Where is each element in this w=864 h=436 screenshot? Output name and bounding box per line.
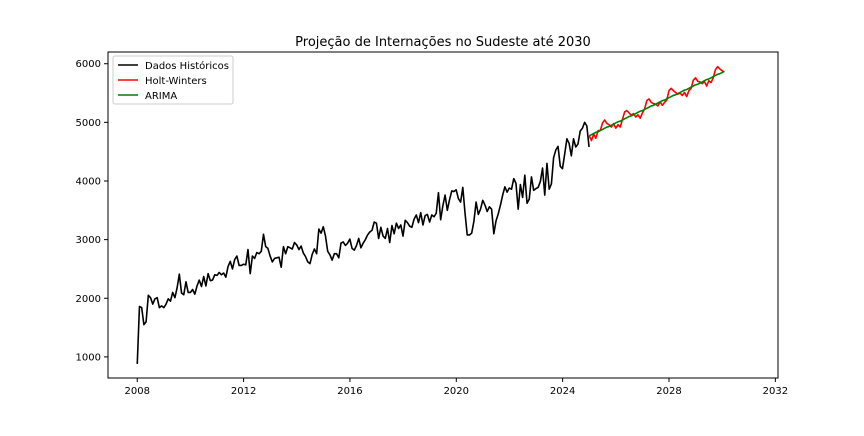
plot-area bbox=[107, 51, 779, 379]
x-tick-label: 2032 bbox=[763, 386, 788, 397]
legend-label-arima: ARIMA bbox=[145, 91, 177, 102]
y-tick-label: 2000 bbox=[76, 294, 101, 305]
legend-box bbox=[112, 55, 234, 105]
x-tick-label: 2012 bbox=[231, 386, 256, 397]
arima-line bbox=[588, 70, 725, 137]
x-tick-label: 2020 bbox=[444, 386, 469, 397]
legend: Dados Históricos Holt-Winters ARIMA bbox=[112, 55, 234, 105]
x-tick-label: 2028 bbox=[656, 386, 681, 397]
x-tick-label: 2016 bbox=[337, 386, 362, 397]
y-tick-label: 1000 bbox=[76, 352, 101, 363]
y-tick-label: 6000 bbox=[76, 59, 101, 70]
x-axis: 2008 2012 2016 2020 2024 2028 2032 bbox=[125, 378, 788, 397]
y-tick-label: 5000 bbox=[76, 118, 101, 129]
x-tick-label: 2008 bbox=[125, 386, 150, 397]
y-axis: 1000 2000 3000 4000 5000 6000 bbox=[76, 59, 108, 363]
y-tick-label: 3000 bbox=[76, 235, 101, 246]
series-layer bbox=[136, 65, 725, 364]
chart-title: Projeção de Internações no Sudeste até 2… bbox=[295, 35, 591, 50]
holt-winters-line bbox=[588, 65, 725, 142]
legend-label-holt-winters: Holt-Winters bbox=[145, 76, 207, 87]
y-tick-label: 4000 bbox=[76, 176, 101, 187]
historicos-line bbox=[136, 121, 590, 364]
x-tick-label: 2024 bbox=[550, 386, 575, 397]
legend-label-historicos: Dados Históricos bbox=[145, 60, 229, 72]
